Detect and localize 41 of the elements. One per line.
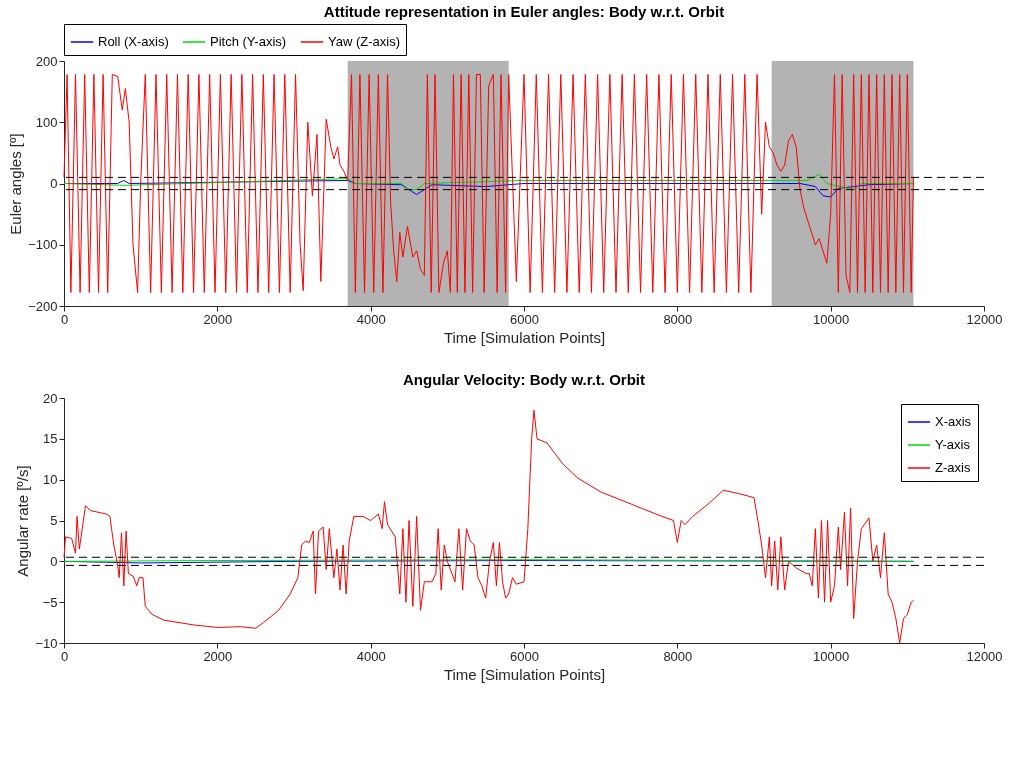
y-tick-label: 5 xyxy=(50,513,58,528)
line-series xyxy=(63,173,914,191)
x-tick-label: 12000 xyxy=(966,311,1003,327)
legend-label: Pitch (Y-axis) xyxy=(210,34,287,49)
y-tick-label: 0 xyxy=(50,553,58,569)
x-tick-label: 4000 xyxy=(356,648,386,664)
legend-label: Z-axis xyxy=(935,460,971,475)
y-tick-label: 15 xyxy=(43,431,58,447)
y-tick-label: 20 xyxy=(43,390,58,406)
x-tick-label: 0 xyxy=(60,648,69,664)
y-axis-title: Euler angles [º] xyxy=(7,133,25,235)
line-series xyxy=(63,409,914,644)
y-tick-label: 10 xyxy=(43,472,58,488)
y-tick-label: 100 xyxy=(35,114,58,130)
y-tick-label: −200 xyxy=(28,298,58,314)
x-tick-label: 2000 xyxy=(203,648,233,664)
x-tick-label: 6000 xyxy=(510,648,539,664)
legend-label: X-axis xyxy=(935,414,972,429)
x-tick-label: 4000 xyxy=(356,311,386,327)
y-axis-title: Angular rate [º/s] xyxy=(14,465,32,577)
line-series xyxy=(63,73,914,294)
legend-label: Y-axis xyxy=(935,437,971,452)
y-tick-label: 0 xyxy=(50,176,58,191)
y-tick-label: −10 xyxy=(35,635,58,651)
x-tick-label: 10000 xyxy=(813,311,850,327)
y-tick-label: 200 xyxy=(35,53,58,69)
x-tick-label: 10000 xyxy=(813,648,850,664)
x-tick-label: 12000 xyxy=(966,648,1003,664)
x-tick-label: 0 xyxy=(60,311,69,327)
legend-label: Roll (X-axis) xyxy=(98,34,169,49)
x-tick-label: 8000 xyxy=(663,311,693,327)
y-tick-label: −5 xyxy=(42,594,58,610)
legend-label: Yaw (Z-axis) xyxy=(328,34,400,49)
x-axis-title: Time [Simulation Points] xyxy=(443,665,606,683)
x-tick-label: 6000 xyxy=(510,311,539,327)
y-tick-label: −100 xyxy=(28,237,58,253)
chart-title: Angular Velocity: Body w.r.t. Orbit xyxy=(403,371,645,388)
chart-title: Attitude representation in Euler angles: Body w.r.t. Orbit xyxy=(323,2,725,20)
x-tick-label: 8000 xyxy=(663,648,693,664)
x-tick-label: 2000 xyxy=(203,311,233,327)
x-axis-title: Time [Simulation Points] xyxy=(443,328,606,346)
